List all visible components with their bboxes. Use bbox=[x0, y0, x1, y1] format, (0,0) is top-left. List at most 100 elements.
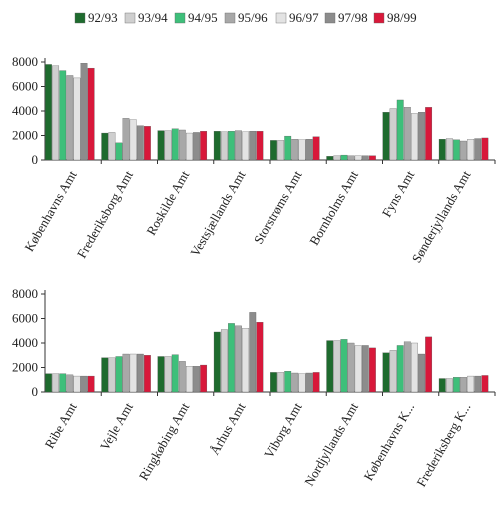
bar-s-nderjyllands-amt-94-95 bbox=[453, 139, 460, 161]
bar-k-benhavns-amt-92-93 bbox=[45, 64, 52, 161]
chart-panel-top: 0 2000 4000 6000 8000 Københavns AmtFrederiks… bbox=[12, 54, 496, 266]
legend-label-93-94: 93/94 bbox=[138, 10, 168, 25]
bar-frederiksberg-k-96-97 bbox=[467, 375, 475, 393]
bar-ringk-bing-amt-97-98 bbox=[193, 366, 200, 393]
x-category-label: Københavns Amt bbox=[21, 168, 80, 254]
bar-viborg-amt-98-99 bbox=[312, 372, 320, 393]
bar-roskilde-amt-96-97 bbox=[186, 132, 193, 161]
bar-vestsj-llands-amt-95-96 bbox=[235, 130, 242, 161]
x-category-label: Sønderjyllands Amt bbox=[409, 168, 474, 266]
legend-label-97-98: 97/98 bbox=[338, 10, 368, 25]
bar-nordjyllands-amt-92-93 bbox=[326, 340, 334, 393]
bar-bornholms-amt-95-96 bbox=[347, 155, 355, 161]
bar-nordjyllands-amt-98-99 bbox=[368, 347, 376, 393]
bar-ringk-bing-amt-94-95 bbox=[171, 354, 179, 393]
x-category-label: Storstrøms Amt bbox=[251, 168, 305, 247]
bar-s-nderjyllands-amt-98-99 bbox=[481, 137, 489, 161]
legend-swatch-96-97 bbox=[275, 12, 287, 24]
bar-vestsj-llands-amt-96-97 bbox=[242, 131, 250, 161]
x-category-label: Roskilde Amt bbox=[143, 168, 192, 238]
bar-viborg-amt-92-93 bbox=[270, 372, 277, 393]
y-tick-label: 2000 bbox=[12, 128, 38, 143]
bar-frederiksborg-amt-94-95 bbox=[115, 142, 123, 161]
bar-ribe-amt-95-96 bbox=[66, 374, 74, 393]
bar-vestsj-llands-amt-94-95 bbox=[228, 131, 235, 161]
bar-s-nderjyllands-amt-93-94 bbox=[445, 138, 453, 161]
bar-ribe-amt-96-97 bbox=[73, 375, 81, 393]
bar-s-nderjyllands-amt-92-93 bbox=[438, 139, 446, 161]
bar-k-benhavns-amt-96-97 bbox=[73, 77, 81, 161]
bar-ribe-amt-93-94 bbox=[52, 373, 60, 393]
bar-vestsj-llands-amt-92-93 bbox=[213, 131, 221, 161]
bar-s-nderjyllands-amt-97-98 bbox=[474, 138, 482, 161]
bar-frederiksberg-k-97-98 bbox=[474, 375, 482, 393]
bar-vejle-amt-94-95 bbox=[115, 356, 123, 393]
bar-nordjyllands-amt-94-95 bbox=[340, 339, 348, 393]
bar-vejle-amt-98-99 bbox=[143, 355, 151, 393]
bar-nordjyllands-amt-97-98 bbox=[361, 345, 369, 393]
bar-vestsj-llands-amt-93-94 bbox=[220, 131, 228, 161]
bar-storstr-ms-amt-93-94 bbox=[277, 140, 285, 161]
bar-fyns-amt-98-99 bbox=[425, 107, 433, 161]
bar-ribe-amt-92-93 bbox=[45, 373, 52, 393]
x-category-label: Bornholms Amt bbox=[306, 168, 361, 248]
bar-k-benhavns-amt-93-94 bbox=[52, 65, 60, 161]
bar-bornholms-amt-98-99 bbox=[368, 155, 376, 161]
bar-k-benhavns-amt-98-99 bbox=[87, 67, 95, 161]
bar-ringk-bing-amt-93-94 bbox=[164, 356, 172, 393]
bar-rhus-amt-96-97 bbox=[242, 328, 250, 393]
bar-k-benhavns-k-96-97 bbox=[411, 342, 418, 393]
x-category-label: Nordjyllands Amt bbox=[301, 400, 361, 489]
bar-frederiksborg-amt-93-94 bbox=[108, 132, 116, 161]
legend-swatch-97-98 bbox=[324, 12, 336, 24]
bar-k-benhavns-k-98-99 bbox=[425, 336, 433, 393]
bar-vestsj-llands-amt-98-99 bbox=[256, 131, 264, 161]
bar-rhus-amt-97-98 bbox=[249, 312, 257, 393]
bar-ringk-bing-amt-95-96 bbox=[178, 361, 186, 393]
x-category-label: Århus Amt bbox=[207, 400, 249, 458]
bar-k-benhavns-amt-95-96 bbox=[66, 75, 74, 161]
bar-storstr-ms-amt-96-97 bbox=[298, 139, 306, 161]
bar-ringk-bing-amt-96-97 bbox=[186, 366, 193, 393]
bar-vejle-amt-95-96 bbox=[122, 353, 130, 393]
bar-k-benhavns-k-94-95 bbox=[396, 345, 404, 393]
bar-bornholms-amt-92-93 bbox=[326, 156, 334, 161]
bar-ribe-amt-94-95 bbox=[59, 373, 67, 393]
bar-viborg-amt-97-98 bbox=[305, 372, 313, 393]
bar-k-benhavns-k-92-93 bbox=[382, 352, 390, 393]
bar-frederiksborg-amt-95-96 bbox=[122, 118, 130, 161]
bar-bornholms-amt-97-98 bbox=[361, 155, 369, 161]
bar-storstr-ms-amt-97-98 bbox=[305, 139, 313, 161]
bar-frederiksborg-amt-97-98 bbox=[136, 125, 144, 161]
bar-fyns-amt-94-95 bbox=[396, 99, 404, 161]
bar-nordjyllands-amt-93-94 bbox=[333, 340, 341, 393]
bar-nordjyllands-amt-96-97 bbox=[354, 345, 362, 393]
bar-roskilde-amt-98-99 bbox=[200, 131, 208, 161]
legend-swatch-98-99 bbox=[373, 12, 385, 24]
bar-roskilde-amt-92-93 bbox=[157, 130, 165, 161]
bar-vejle-amt-97-98 bbox=[136, 353, 144, 393]
bar-fyns-amt-93-94 bbox=[389, 108, 397, 161]
bar-frederiksborg-amt-96-97 bbox=[129, 119, 137, 161]
y-tick-label: 0 bbox=[32, 384, 39, 399]
bar-fyns-amt-97-98 bbox=[418, 112, 425, 161]
legend-label-95-96: 95/96 bbox=[238, 10, 268, 25]
y-tick-label: 0 bbox=[32, 152, 39, 167]
bar-k-benhavns-k-93-94 bbox=[389, 350, 397, 393]
x-category-label: Vestsjællands Amt bbox=[187, 168, 248, 259]
legend-swatch-94-95 bbox=[174, 12, 186, 24]
bar-viborg-amt-93-94 bbox=[277, 372, 285, 393]
bar-frederiksborg-amt-92-93 bbox=[101, 132, 109, 161]
bar-s-nderjyllands-amt-95-96 bbox=[460, 140, 467, 161]
bar-rhus-amt-92-93 bbox=[213, 331, 221, 393]
y-tick-label: 8000 bbox=[12, 54, 38, 69]
bar-k-benhavns-k-97-98 bbox=[418, 353, 425, 393]
x-category-label: Fyns Amt bbox=[379, 168, 418, 220]
x-category-label: Ribe Amt bbox=[42, 400, 80, 451]
bar-roskilde-amt-94-95 bbox=[171, 128, 179, 161]
bar-vejle-amt-93-94 bbox=[108, 357, 116, 393]
bar-vejle-amt-96-97 bbox=[129, 353, 137, 393]
bar-ribe-amt-98-99 bbox=[87, 375, 95, 393]
y-tick-label: 2000 bbox=[12, 360, 38, 375]
x-category-label: Vejle Amt bbox=[97, 400, 136, 453]
